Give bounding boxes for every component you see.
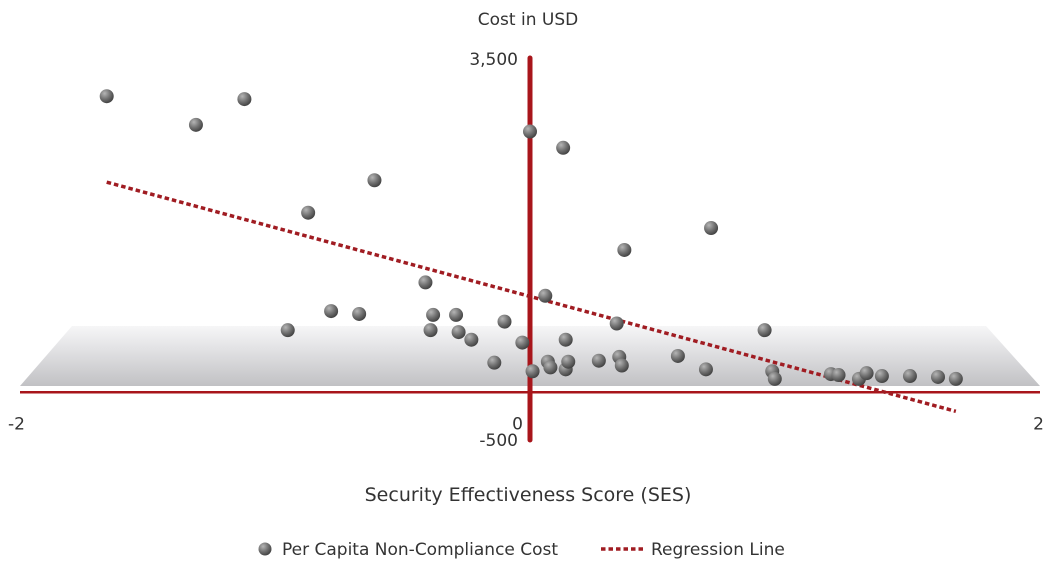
data-point [538,288,553,303]
legend-marker-scatter [258,542,272,556]
data-point [99,89,114,104]
data-point [874,369,889,384]
data-point [831,368,846,383]
data-point [464,332,479,347]
y-axis-title: Cost in USD [478,10,578,30]
data-point [704,220,719,235]
data-point [767,371,782,386]
data-point [523,124,537,139]
data-point [556,140,571,155]
data-point [931,369,945,384]
regression-line [106,180,957,414]
data-point [418,275,433,290]
data-point [558,332,573,347]
y-tick-label-min: -500 [479,431,518,451]
x-tick-label-max: 2 [1033,414,1044,434]
x-axis-title: Security Effectiveness Score (SES) [365,484,692,506]
data-point [487,355,502,370]
data-point [423,323,438,338]
data-point [698,362,713,377]
data-point [543,360,558,375]
regression-series [106,180,957,414]
x-tick-label-min: -2 [8,414,25,434]
tick-labels: -2 0 2 3,500 -500 [8,50,1044,451]
data-point [426,307,441,322]
scatter-series [99,89,963,386]
data-point [324,304,339,319]
legend: Per Capita Non-Compliance Cost Regressio… [258,540,785,560]
legend-label-regression: Regression Line [651,540,785,560]
data-point [591,353,606,368]
data-point [561,354,576,369]
legend-label-scatter: Per Capita Non-Compliance Cost [282,540,558,560]
data-point [617,242,632,257]
data-point [614,358,629,373]
data-point [352,306,367,321]
y-tick-label-max: 3,500 [469,50,518,70]
data-point [301,205,316,220]
x-tick-label-zero: 0 [512,414,523,434]
data-point [449,307,464,322]
data-point [609,316,624,331]
data-point [525,364,540,379]
data-point [367,173,382,188]
data-point [451,325,466,340]
data-point [757,323,772,338]
data-point [948,371,963,386]
data-point [497,314,512,329]
data-point [670,348,685,363]
data-point [859,366,874,381]
data-point [280,323,295,338]
data-point [237,92,252,107]
data-point [902,369,917,384]
data-point [188,117,203,132]
data-point [515,335,530,350]
